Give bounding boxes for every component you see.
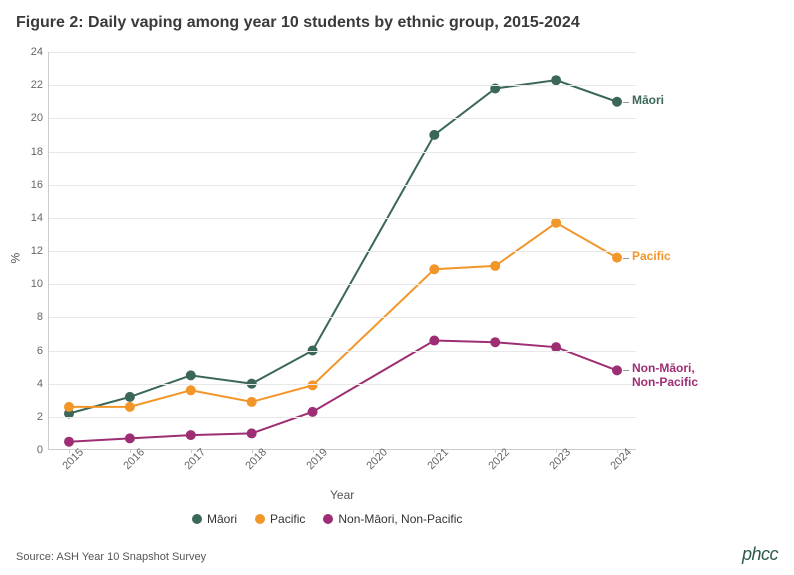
x-axis-label: Year <box>330 488 354 502</box>
chart-title: Figure 2: Daily vaping among year 10 stu… <box>16 14 580 32</box>
legend-dot <box>192 514 202 524</box>
series-marker <box>612 97 622 107</box>
series-marker <box>308 380 318 390</box>
x-tick <box>191 449 192 453</box>
series-end-label: Non-Māori,Non-Pacific <box>632 362 698 388</box>
series-marker <box>125 433 135 443</box>
y-axis-label: % <box>8 253 22 264</box>
series-marker <box>429 336 439 346</box>
grid-line <box>49 417 636 418</box>
legend-label: Pacific <box>270 512 305 526</box>
series-marker <box>64 437 74 447</box>
series-end-label: Pacific <box>632 250 671 263</box>
x-tick-label: 2018 <box>243 446 269 472</box>
y-tick-label: 4 <box>37 378 43 390</box>
legend-label: Māori <box>207 512 237 526</box>
series-marker <box>125 392 135 402</box>
x-tick-label: 2024 <box>608 446 634 472</box>
series-marker <box>429 130 439 140</box>
x-tick-label: 2022 <box>487 446 513 472</box>
series-marker <box>125 402 135 412</box>
series-marker <box>247 397 257 407</box>
x-tick-label: 2023 <box>547 446 573 472</box>
x-tick-label: 2021 <box>426 446 452 472</box>
y-tick-label: 22 <box>31 79 43 91</box>
x-tick-label: 2019 <box>304 446 330 472</box>
grid-line <box>49 118 636 119</box>
series-end-dash <box>623 102 629 103</box>
y-tick-label: 12 <box>31 245 43 257</box>
grid-line <box>49 185 636 186</box>
y-tick-label: 18 <box>31 146 43 158</box>
series-marker <box>186 370 196 380</box>
series-marker <box>308 407 318 417</box>
grid-line <box>49 218 636 219</box>
legend-item: Māori <box>192 512 237 526</box>
grid-line <box>49 351 636 352</box>
series-end-dash <box>623 258 629 259</box>
series-marker <box>247 428 257 438</box>
x-tick-label: 2015 <box>60 446 86 472</box>
legend-label: Non-Māori, Non-Pacific <box>338 512 462 526</box>
y-tick-label: 16 <box>31 179 43 191</box>
grid-line <box>49 52 636 53</box>
x-tick-label: 2017 <box>182 446 208 472</box>
y-tick-label: 14 <box>31 212 43 224</box>
legend-item: Non-Māori, Non-Pacific <box>323 512 462 526</box>
series-marker <box>612 365 622 375</box>
y-tick-label: 8 <box>37 311 43 323</box>
y-tick-label: 6 <box>37 345 43 357</box>
legend: Māori Pacific Non-Māori, Non-Pacific <box>192 512 462 526</box>
y-tick-label: 2 <box>37 411 43 423</box>
series-marker <box>490 337 500 347</box>
plot-area: 0246810121416182022242015201620172018201… <box>48 52 636 450</box>
series-end-dash <box>623 370 629 371</box>
legend-dot <box>323 514 333 524</box>
series-marker <box>429 264 439 274</box>
grid-line <box>49 317 636 318</box>
legend-item: Pacific <box>255 512 305 526</box>
x-tick <box>313 449 314 453</box>
legend-dot <box>255 514 265 524</box>
series-marker <box>186 430 196 440</box>
grid-line <box>49 384 636 385</box>
source-text: Source: ASH Year 10 Snapshot Survey <box>16 551 206 563</box>
grid-line <box>49 152 636 153</box>
series-marker <box>490 261 500 271</box>
series-marker <box>612 253 622 263</box>
y-tick-label: 24 <box>31 46 43 58</box>
grid-line <box>49 284 636 285</box>
brand-logo: phcc <box>742 544 778 565</box>
series-marker <box>186 385 196 395</box>
x-tick-label: 2020 <box>365 446 391 472</box>
series-marker <box>551 218 561 228</box>
grid-line <box>49 85 636 86</box>
x-tick <box>252 449 253 453</box>
x-tick-label: 2016 <box>121 446 147 472</box>
series-marker <box>551 75 561 85</box>
y-tick-label: 20 <box>31 112 43 124</box>
series-end-label: Māori <box>632 94 664 107</box>
y-tick-label: 0 <box>37 444 43 456</box>
grid-line <box>49 251 636 252</box>
series-line <box>69 80 617 413</box>
y-tick-label: 10 <box>31 278 43 290</box>
series-marker <box>64 402 74 412</box>
